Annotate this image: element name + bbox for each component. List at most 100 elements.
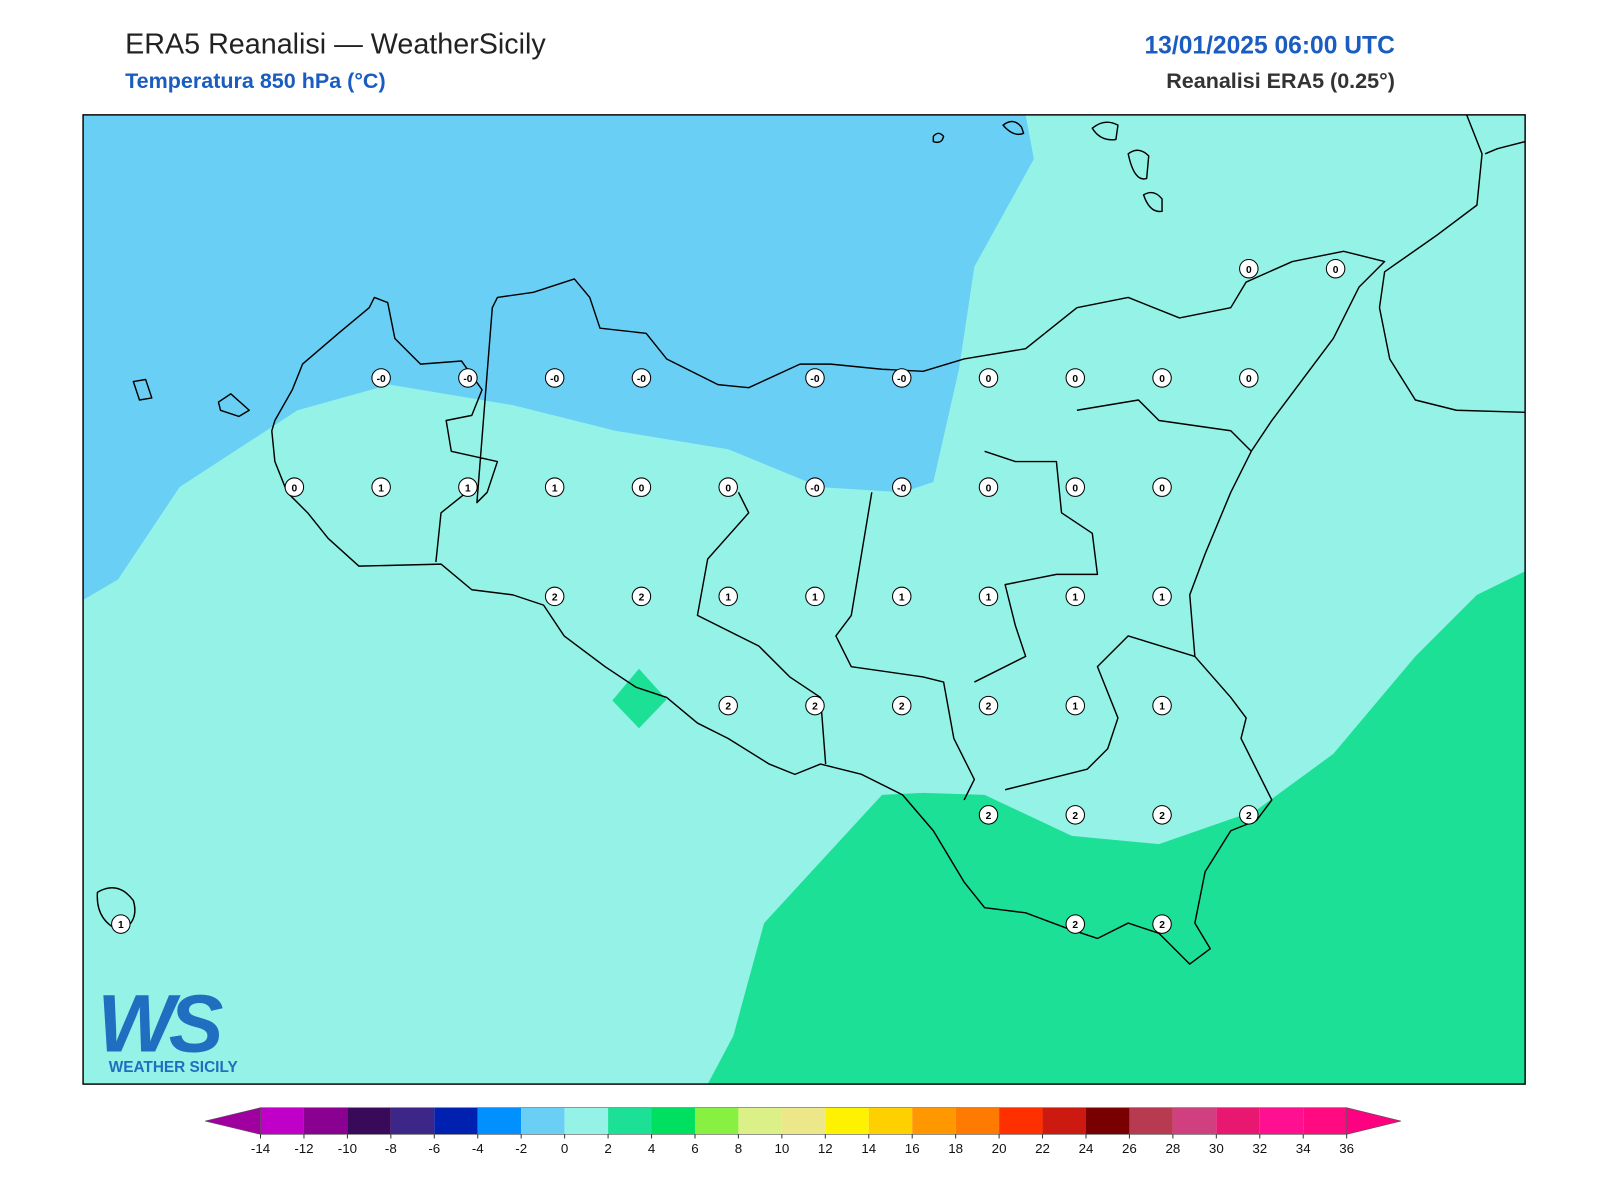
station-value: 2 (899, 702, 905, 713)
station-marker (978, 368, 999, 388)
station-marker (458, 368, 478, 388)
station-value: 2 (552, 593, 558, 604)
colorbar-cell (781, 1107, 826, 1135)
colorbar-cell (1216, 1107, 1260, 1135)
calabria-coast (1378, 114, 1526, 414)
station-value: 1 (118, 920, 124, 931)
source: Reanalisi ERA5 (0.25°) (1166, 69, 1395, 93)
colorbar-tick-label: -6 (428, 1141, 440, 1156)
colorbar-cell (651, 1107, 695, 1135)
station-marker (1152, 805, 1172, 825)
colorbar-cell (347, 1107, 391, 1135)
subtitle: Temperatura 850 hPa (°C) (125, 69, 386, 93)
station-marker (371, 477, 391, 497)
map-frame (82, 114, 1526, 1085)
station-marker (892, 586, 912, 607)
colorbar-cell (303, 1107, 348, 1135)
station-marker (978, 586, 999, 607)
station-marker (1152, 477, 1172, 497)
station-marker (1065, 586, 1086, 607)
station-value: 0 (1072, 374, 1078, 385)
colorbar-tick-label: 14 (861, 1141, 876, 1156)
station-value: -0 (810, 374, 819, 385)
station-value: 0 (986, 374, 992, 385)
colorbar-tick-label: -14 (251, 1141, 271, 1156)
colorbar-cell (1259, 1107, 1304, 1135)
station-marker (805, 368, 825, 388)
colorbar-tick-label: 32 (1252, 1141, 1267, 1156)
field-2-4 (612, 668, 667, 729)
station-value: 1 (986, 593, 992, 604)
station-value: 0 (1072, 483, 1078, 494)
station-value: -0 (810, 483, 819, 494)
colorbar: -14 -12 -10 -8 -6 -4 -2 0 2 4 6 8 10 12 14 16 18 20 22 24 26… (205, 1107, 1402, 1156)
colorbar-cell (477, 1107, 522, 1135)
date: 13/01/2025 06:00 UTC (1144, 32, 1395, 59)
colorbar-cell (868, 1107, 913, 1135)
station-value: 1 (1159, 702, 1165, 713)
station-value: 0 (725, 483, 731, 494)
colorbar-cell (912, 1107, 956, 1135)
station-marker (631, 586, 652, 607)
logo: WS WEATHER SICILY (97, 978, 237, 1076)
colorbar-cell (434, 1107, 478, 1135)
station-value: -0 (637, 374, 646, 385)
colorbar-cell (955, 1107, 1000, 1135)
colorbar-tick-label: 8 (735, 1141, 742, 1156)
station-value: 0 (1159, 483, 1165, 494)
station-marker (1065, 914, 1086, 934)
station-marker (544, 368, 565, 388)
station-marker (1152, 586, 1172, 607)
colorbar-cell (999, 1107, 1043, 1135)
station-value: 2 (1246, 811, 1252, 822)
station-marker (718, 695, 738, 716)
station-value: 0 (292, 483, 298, 494)
station-value: 2 (1159, 811, 1165, 822)
station-value: 0 (1159, 374, 1165, 385)
colorbar-tick-label: 4 (648, 1141, 656, 1156)
station-marker (1325, 258, 1346, 279)
station-marker (1065, 695, 1086, 716)
colorbar-cell (1042, 1107, 1086, 1135)
station-marker (544, 586, 565, 607)
station-value: 2 (639, 593, 645, 604)
station-marker (1065, 477, 1086, 497)
title: ERA5 Reanalisi — WeatherSicily (125, 28, 546, 60)
field-minus2-0 (83, 114, 1034, 600)
station-marker (1239, 368, 1259, 388)
station-value: 2 (1072, 811, 1078, 822)
station-value: 0 (639, 483, 645, 494)
station-labels: 0 0 -0 -0 -0 -0 -0 -0 0 0 0 0 0 1 1 1 0 0 -0 -0 0 0 0 2 2 1 1 1 1 1 1 2… (111, 258, 1346, 934)
colorbar-tick-label: 12 (818, 1141, 833, 1156)
colorbar-cell (694, 1107, 739, 1135)
colorbar-cell (825, 1107, 869, 1135)
station-marker (284, 477, 305, 497)
colorbar-over (1346, 1107, 1402, 1135)
station-value: 1 (1159, 593, 1165, 604)
station-value: 1 (465, 483, 471, 494)
field-2-4 (707, 571, 1526, 1085)
colorbar-tick-label: -10 (338, 1141, 357, 1156)
colorbar-tick-label: -4 (472, 1141, 484, 1156)
station-value: 1 (899, 593, 905, 604)
colorbar-cell (1303, 1107, 1347, 1135)
station-marker (978, 477, 999, 497)
colorbar-tick-label: 34 (1296, 1141, 1311, 1156)
colorbar-cell (1129, 1107, 1173, 1135)
station-marker (631, 477, 652, 497)
colorbar-tick-label: 36 (1339, 1141, 1354, 1156)
station-value: -0 (897, 483, 906, 494)
station-marker (805, 695, 825, 716)
station-marker (458, 477, 478, 497)
station-marker (892, 695, 912, 716)
colorbar-cell (1172, 1107, 1217, 1135)
station-marker (1152, 914, 1172, 934)
station-value: 0 (986, 483, 992, 494)
station-marker (805, 586, 825, 607)
station-value: 2 (812, 702, 818, 713)
colorbar-tick-label: 2 (604, 1141, 611, 1156)
station-marker (111, 914, 131, 934)
logo-text: WEATHER SICILY (109, 1059, 238, 1076)
